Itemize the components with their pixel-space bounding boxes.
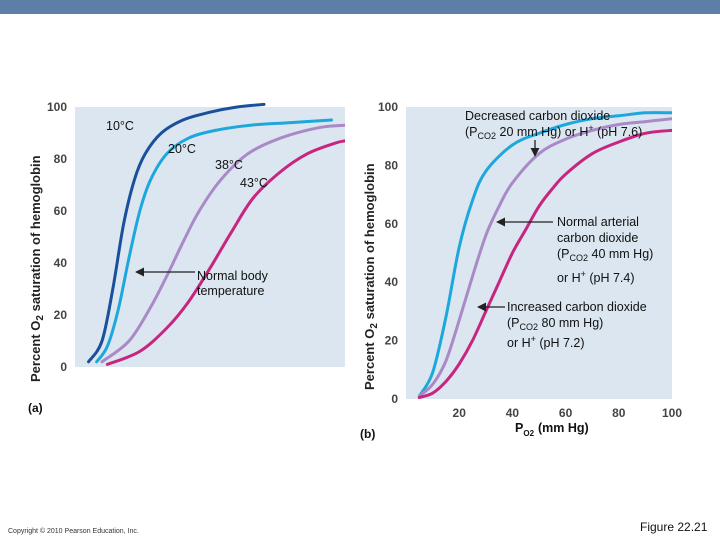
normal-arterial-label-3: (PCO2 40 mm Hg) bbox=[557, 247, 653, 263]
series-group-b bbox=[417, 111, 672, 399]
series-line-1 bbox=[417, 111, 672, 398]
y-tick-label: 0 bbox=[391, 392, 398, 406]
series-line-2 bbox=[417, 117, 672, 398]
series-line-4 bbox=[105, 139, 345, 366]
y-tick-label: 0 bbox=[60, 360, 67, 374]
plot-area-a bbox=[75, 107, 345, 367]
y-tick-label: 40 bbox=[54, 256, 68, 270]
normal-arterial-label-2: carbon dioxide bbox=[557, 231, 638, 245]
y-tick-label: 20 bbox=[54, 308, 68, 322]
label-10c: 10°C bbox=[106, 119, 134, 133]
normal-arterial-label: Normal arterial bbox=[557, 215, 639, 229]
y-axis-label-a: Percent O2 saturation of hemoglobin bbox=[28, 155, 46, 382]
x-tick-label: 20 bbox=[453, 406, 467, 420]
label-38c: 38°C bbox=[215, 158, 243, 172]
y-tick-label: 60 bbox=[54, 204, 68, 218]
series-line-3 bbox=[100, 123, 345, 364]
copyright-text: Copyright © 2010 Pearson Education, Inc. bbox=[8, 528, 139, 535]
y-tick-label: 100 bbox=[47, 100, 67, 114]
normal-body-label: Normal body temperature bbox=[197, 269, 271, 298]
y-tick-label: 80 bbox=[385, 158, 399, 172]
ticks-b: 0 20 40 60 80 100 20 40 60 80 100 bbox=[378, 100, 682, 420]
y-axis-label-b: Percent O2 saturation of hemoglobin bbox=[362, 163, 380, 390]
decreased-co2-label-2: (PCO2 20 mm Hg) or H+ (pH 7.6) bbox=[465, 123, 642, 141]
x-tick-label: 40 bbox=[506, 406, 520, 420]
normal-arterial-label-4: or H+ (pH 7.4) bbox=[557, 269, 635, 285]
series-line-2 bbox=[95, 118, 333, 364]
increased-co2-label-2: (PCO2 80 mm Hg) bbox=[507, 316, 603, 332]
y-tick-label: 60 bbox=[385, 217, 399, 231]
label-43c: 43°C bbox=[240, 176, 268, 190]
x-tick-label: 80 bbox=[612, 406, 626, 420]
series-group-a bbox=[87, 102, 345, 366]
y-tick-label: 20 bbox=[385, 334, 399, 348]
x-tick-label: 60 bbox=[559, 406, 573, 420]
x-tick-label: 100 bbox=[662, 406, 682, 420]
increased-co2-label: Increased carbon dioxide bbox=[507, 300, 647, 314]
y-ticks-a: 0 20 40 60 80 100 bbox=[47, 100, 67, 374]
y-tick-label: 40 bbox=[385, 275, 399, 289]
y-tick-label: 80 bbox=[54, 152, 68, 166]
panel-a-label: (a) bbox=[28, 401, 43, 415]
top-accent-bar bbox=[0, 0, 720, 14]
y-tick-label: 100 bbox=[378, 100, 398, 114]
label-20c: 20°C bbox=[168, 142, 196, 156]
increased-co2-label-3: or H+ (pH 7.2) bbox=[507, 334, 585, 350]
series-line-1 bbox=[87, 102, 266, 364]
decreased-co2-label: Decreased carbon dioxide bbox=[465, 109, 610, 123]
panel-b-label: (b) bbox=[360, 427, 375, 441]
x-axis-label-b: PO2 (mm Hg) bbox=[515, 421, 589, 438]
normal-body-line1: Normal body bbox=[197, 269, 269, 283]
figure-number: Figure 22.21 bbox=[640, 520, 708, 534]
series-line-3 bbox=[417, 128, 672, 399]
normal-body-line2: temperature bbox=[197, 284, 264, 298]
